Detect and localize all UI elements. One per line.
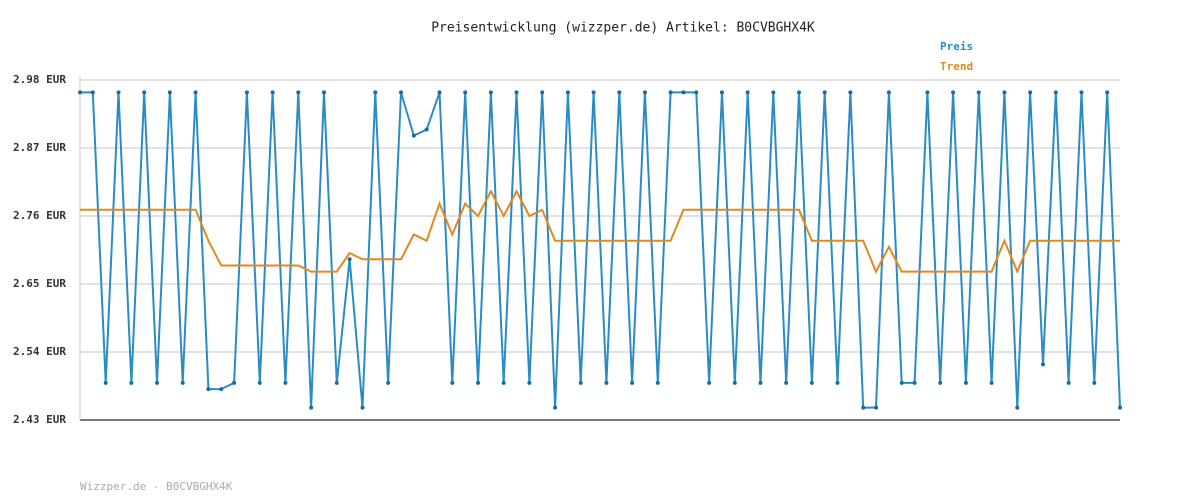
point (424, 127, 429, 132)
point (321, 90, 326, 95)
point (655, 380, 660, 385)
point (578, 380, 583, 385)
point (707, 380, 712, 385)
point (899, 380, 904, 385)
point (694, 90, 699, 95)
point (732, 380, 737, 385)
point (334, 380, 339, 385)
point (193, 90, 198, 95)
line-trend (80, 189, 1120, 275)
legend-entry: Trend (940, 60, 973, 73)
point (167, 90, 172, 95)
point (232, 380, 237, 385)
point (488, 90, 493, 95)
point (78, 90, 82, 95)
point (642, 90, 647, 95)
point (180, 380, 185, 385)
point (398, 90, 403, 95)
point (155, 380, 160, 385)
point (129, 380, 134, 385)
point (360, 405, 365, 410)
point (1028, 90, 1033, 95)
point (1040, 362, 1045, 367)
point (347, 257, 352, 262)
point (90, 90, 95, 95)
point (565, 90, 570, 95)
point (668, 90, 673, 95)
y-tick-label: 2.98 EUR (13, 73, 66, 86)
point (1092, 380, 1097, 385)
point (501, 380, 506, 385)
point (142, 90, 147, 95)
point (771, 90, 776, 95)
point (938, 380, 943, 385)
point (951, 90, 956, 95)
point (309, 405, 314, 410)
point (527, 380, 532, 385)
point (1066, 380, 1071, 385)
point (617, 90, 622, 95)
point (874, 405, 879, 410)
y-tick-label: 2.43 EUR (13, 413, 66, 426)
point (963, 380, 968, 385)
point (861, 405, 866, 410)
point (886, 90, 891, 95)
point (1118, 405, 1122, 410)
point (848, 90, 853, 95)
point (373, 90, 378, 95)
point (745, 90, 750, 95)
point (604, 380, 609, 385)
line-preis (80, 91, 1121, 409)
y-tick-label: 2.76 EUR (13, 209, 66, 222)
point (476, 380, 481, 385)
point (681, 90, 686, 95)
point (206, 387, 211, 392)
point (219, 387, 224, 392)
point (809, 380, 814, 385)
point (1079, 90, 1084, 95)
point (758, 380, 763, 385)
point (437, 90, 442, 95)
point (553, 405, 558, 410)
point (270, 90, 275, 95)
point (296, 90, 301, 95)
legend-entry: Preis (940, 40, 973, 53)
point (463, 90, 468, 95)
point (630, 380, 635, 385)
point (1015, 405, 1020, 410)
point (1105, 90, 1110, 95)
chart-title: Preisentwicklung (wizzper.de) Artikel: B… (431, 21, 815, 36)
point (835, 380, 840, 385)
point (283, 380, 288, 385)
footer: Wizzper.de - B0CVBGHX4K (80, 480, 233, 493)
point (386, 380, 391, 385)
point (822, 90, 827, 95)
point (719, 90, 724, 95)
point (797, 90, 802, 95)
y-tick-label: 2.65 EUR (13, 277, 66, 290)
point (784, 380, 789, 385)
point (591, 90, 596, 95)
point (976, 90, 981, 95)
point (1053, 90, 1058, 95)
point (244, 90, 249, 95)
point (411, 133, 416, 138)
point (257, 380, 262, 385)
point (925, 90, 930, 95)
point (540, 90, 545, 95)
point (1002, 90, 1007, 95)
point (912, 380, 917, 385)
point (103, 380, 108, 385)
y-tick-label: 2.54 EUR (13, 345, 66, 358)
point (514, 90, 519, 95)
point (450, 380, 455, 385)
point (116, 90, 121, 95)
y-tick-label: 2.87 EUR (13, 141, 66, 154)
point (989, 380, 994, 385)
